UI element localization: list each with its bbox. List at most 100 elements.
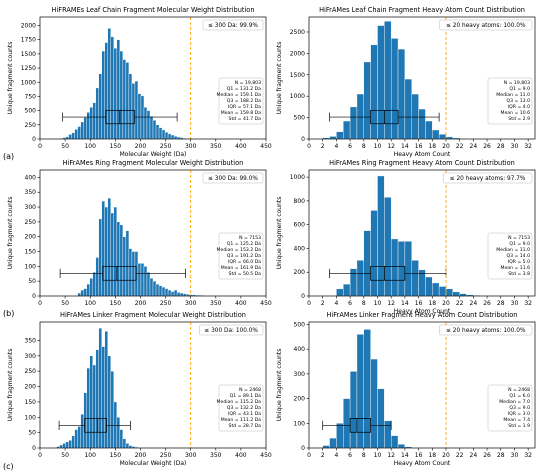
histogram-bar <box>71 435 75 449</box>
histogram-bar <box>113 401 118 449</box>
x-tick-label: 28 <box>497 452 505 459</box>
histogram-bar <box>445 288 454 297</box>
histogram-bar <box>119 224 124 297</box>
x-tick-label: 32 <box>524 452 532 459</box>
histogram-bar <box>122 59 127 140</box>
histogram-bar <box>95 257 99 297</box>
histogram-bar <box>425 276 433 297</box>
x-tick-label: 24 <box>470 300 478 307</box>
y-axis-label: Unique fragment counts <box>276 349 283 422</box>
stats-line: Q3 = 14.0 <box>506 253 530 259</box>
x-tick-label: 14 <box>401 300 409 307</box>
histogram-bar <box>370 44 378 140</box>
y-axis-label: Unique fragment counts <box>276 197 283 270</box>
x-tick-label: 300 <box>185 452 197 459</box>
histogram-bar <box>83 117 87 140</box>
y-tick-label: 200 <box>294 396 306 403</box>
histogram-bar <box>98 73 102 140</box>
stats-line: Median = 11.0 <box>496 92 530 98</box>
stats-line: Q1 = 125.2 Da <box>227 241 261 247</box>
y-tick-label: 500 <box>294 321 306 328</box>
histogram-bar <box>173 289 178 297</box>
x-tick-label: 6 <box>348 143 352 150</box>
x-tick-label: 32 <box>524 300 532 307</box>
histogram-bar <box>77 426 81 449</box>
boxplot-iqr-box <box>102 266 137 281</box>
histogram-bar <box>349 371 358 449</box>
stats-box <box>218 384 264 432</box>
histogram-bar <box>143 107 148 140</box>
histogram-bar <box>167 289 172 297</box>
boxplot-iqr-box <box>84 418 107 433</box>
y-tick-label: 800 <box>294 198 306 205</box>
x-tick-label: 4 <box>334 452 338 459</box>
plot-frame <box>308 16 536 140</box>
histogram-bar <box>98 327 102 449</box>
histogram-bar <box>149 278 154 297</box>
y-tick-label: 750 <box>25 93 37 100</box>
stats-line: Q1 = 89.1 Da <box>230 393 262 399</box>
histogram-bar <box>116 39 121 140</box>
histogram-bar <box>336 423 344 449</box>
y-tick-label: 300 <box>25 204 37 211</box>
histogram-bar <box>77 292 81 297</box>
histogram-bar <box>418 108 426 140</box>
histogram-bar <box>92 102 96 140</box>
y-tick-label: 0 <box>301 445 305 452</box>
histogram-bar <box>155 283 160 297</box>
x-tick-label: 14 <box>401 452 409 459</box>
stats-box <box>487 232 533 280</box>
x-tick-label: 22 <box>456 300 464 307</box>
chart-panel: HiFrAMes Leaf Chain Fragment Heavy Atom … <box>276 6 536 158</box>
chart-title: HiFrAMes Linker Fragment Heavy Atom Coun… <box>327 311 518 319</box>
y-tick-label: 200 <box>25 384 37 391</box>
histogram-bar <box>411 260 419 297</box>
histogram-bar <box>155 124 160 140</box>
histogram-bar <box>432 129 440 140</box>
x-axis-label: Heavy Atom Count <box>394 308 451 315</box>
histogram-bar <box>110 370 115 449</box>
stats-line: IQR = 66.0 Da <box>228 259 261 265</box>
y-tick-label: 1250 <box>21 65 36 72</box>
histogram-bar <box>377 388 385 449</box>
x-tick-label: 6 <box>348 300 352 307</box>
x-tick-label: 30 <box>511 143 519 150</box>
histogram-bar <box>149 116 154 140</box>
x-tick-label: 12 <box>387 452 395 459</box>
threshold-annotation-box <box>202 172 264 184</box>
histogram-bar <box>98 218 102 297</box>
stats-line: Mean = 111.2 Da <box>221 417 261 423</box>
histogram-bar <box>167 133 172 140</box>
chart-panel: HiFrAMes Ring Fragment Heavy Atom Count … <box>276 159 536 315</box>
histogram-bar <box>83 392 87 449</box>
x-tick-label: 450 <box>260 452 272 459</box>
histogram-bar <box>170 291 175 297</box>
histogram-bar <box>170 134 175 140</box>
stats-line: N = 19,803 <box>504 80 530 86</box>
stats-line: Mean = 11.6 <box>500 265 530 271</box>
x-axis-label: Molecular Weight (Da) <box>120 460 187 467</box>
y-tick-label: 2500 <box>290 29 305 36</box>
stats-line: Q1 = 9.0 <box>509 86 530 92</box>
stats-line: Q3 = 191.2 Da <box>227 253 261 259</box>
histogram-bar <box>134 80 139 140</box>
histogram-bar <box>113 48 118 140</box>
histogram-bar <box>77 126 81 140</box>
histogram-bar <box>143 266 148 297</box>
histogram-bar <box>80 289 84 297</box>
stats-line: N = 2468 <box>508 387 530 393</box>
histogram-bar <box>125 230 130 297</box>
x-tick-label: 30 <box>511 300 519 307</box>
histogram-bar <box>329 136 337 140</box>
x-tick-label: 400 <box>235 300 247 307</box>
histogram-bar <box>62 443 66 449</box>
y-tick-label: 150 <box>25 399 37 406</box>
y-tick-label: 0 <box>301 136 305 143</box>
x-tick-label: 350 <box>210 143 222 150</box>
histogram-bar <box>158 285 163 297</box>
chart-title: HiFrAMes Linker Fragment Molecular Weigh… <box>60 311 246 319</box>
histogram-bar <box>363 230 371 297</box>
y-tick-label: 1500 <box>21 51 36 58</box>
y-tick-label: 50 <box>28 430 36 437</box>
